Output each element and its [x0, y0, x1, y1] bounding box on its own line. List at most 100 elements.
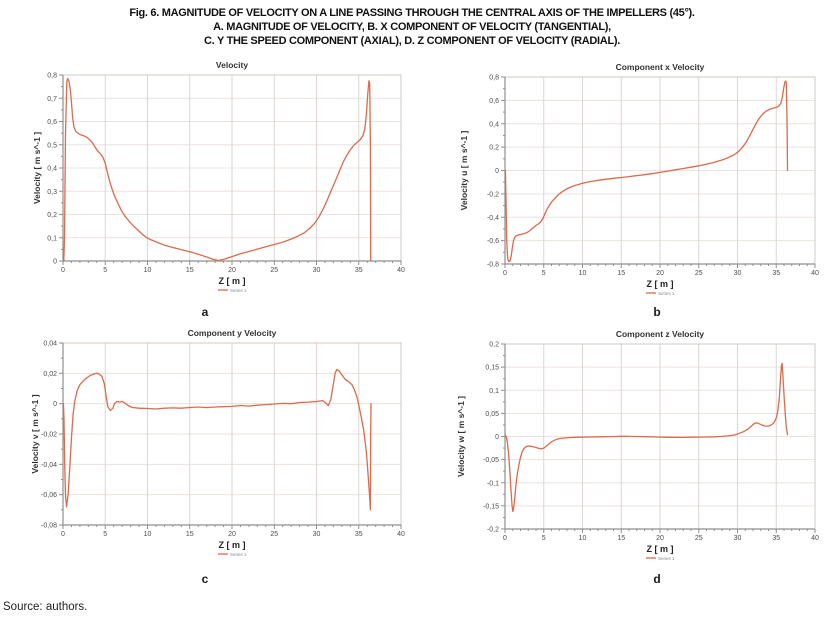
x-tick-label: 20: [228, 267, 236, 274]
y-axis-title: Velocity v [ m s^-1 ]: [30, 394, 40, 473]
y-tick-label: 0,6: [47, 119, 57, 126]
x-tick-label: 5: [542, 270, 546, 277]
y-tick-label: 0,4: [489, 121, 499, 128]
y-tick-label: -0,2: [487, 191, 499, 198]
x-tick-label: 15: [617, 270, 625, 277]
y-tick-label: -0,6: [487, 238, 499, 245]
x-tick-label: 0: [503, 270, 507, 277]
legend-label: Series 1: [230, 288, 247, 293]
y-tick-label: -0,04: [41, 462, 57, 469]
panel-label-a: a: [201, 305, 209, 319]
x-tick-label: 15: [186, 531, 194, 538]
x-tick-label: 5: [542, 535, 546, 542]
y-axis-title: Velocity w [ m s^-1 ]: [456, 396, 466, 477]
x-tick-label: 20: [228, 531, 236, 538]
y-tick-label: 0,8: [47, 73, 57, 80]
x-tick-label: 0: [61, 267, 65, 274]
y-tick-label: 0,05: [485, 411, 499, 418]
y-tick-label: -0,4: [487, 215, 499, 222]
x-tick-label: 30: [734, 535, 742, 542]
y-tick-label: -0,08: [41, 523, 57, 530]
x-tick-label: 35: [355, 531, 363, 538]
y-tick-label: 0,5: [47, 142, 57, 149]
chart-velocity-x-component: 0 5 10 15 20 25 30 35 40 0,8 0,6 0,4 0,2 0 -0,2 -0,4 -0,…: [459, 62, 819, 296]
y-tick-label: 0,4: [47, 166, 57, 173]
x-axis-title: Z [ m ]: [647, 279, 674, 289]
x-tick-label: 30: [313, 531, 321, 538]
x-tick-label: 30: [734, 270, 742, 277]
caption-line-2: A. MAGNITUDE OF VELOCITY, B. X COMPONENT…: [213, 21, 611, 33]
figure-caption: Fig. 6. MAGNITUDE OF VELOCITY ON A LINE …: [0, 6, 824, 48]
x-tick-label: 25: [695, 270, 703, 277]
y-tick-label: 0,04: [43, 341, 57, 348]
y-tick-label: 0: [495, 434, 499, 441]
y-axis-title: Velocity [ m s^-1 ]: [32, 132, 42, 204]
x-axis-title: Z [ m ]: [647, 544, 674, 554]
x-tick-label: 30: [313, 267, 321, 274]
y-tick-label: 0,2: [489, 145, 499, 152]
y-tick-label: 0,1: [489, 388, 499, 395]
series-line: [62, 368, 372, 511]
y-tick-label: 0: [53, 259, 57, 266]
y-tick-label: 0,2: [489, 342, 499, 349]
x-tick-label: 40: [811, 535, 819, 542]
chart-title: Component y Velocity: [188, 328, 277, 338]
x-axis-title: Z [ m ]: [219, 276, 246, 286]
y-tick-label: 0,8: [489, 75, 499, 82]
x-tick-label: 15: [186, 267, 194, 274]
chart-velocity-z-component: 0 5 10 15 20 25 30 35 40 0,2 0,15 0,1 0,05 0 -0,05 -0,1…: [456, 329, 819, 561]
y-tick-label: -0,06: [41, 492, 57, 499]
x-tick-label: 15: [617, 535, 625, 542]
y-tick-label: 0: [53, 401, 57, 408]
y-tick-label: -0,15: [483, 503, 499, 510]
x-tick-label: 10: [144, 267, 152, 274]
x-tick-label: 35: [772, 535, 780, 542]
panel-label-d: d: [653, 572, 661, 586]
legend-label: Series 1: [230, 552, 247, 557]
x-tick-label: 25: [270, 531, 278, 538]
source-note: Source: authors.: [3, 601, 88, 613]
chart-velocity-magnitude: 0 5 10 15 20 25 30 35 40 0,8 0,7 0,6 0,5 0,4 0,3 0,2 0,1…: [32, 60, 405, 293]
x-tick-label: 0: [503, 535, 507, 542]
y-tick-label: 0: [495, 168, 499, 175]
x-axis-title: Z [ m ]: [219, 540, 246, 550]
x-tick-label: 40: [397, 267, 405, 274]
panel-label-c: c: [201, 572, 209, 586]
y-tick-label: -0,2: [487, 527, 499, 534]
y-tick-label: 0,02: [43, 371, 57, 378]
series-line: [504, 80, 789, 263]
chart-title: Velocity: [216, 60, 248, 70]
series-line: [63, 77, 372, 262]
x-tick-label: 10: [144, 531, 152, 538]
caption-line-1: Fig. 6. MAGNITUDE OF VELOCITY ON A LINE …: [129, 7, 695, 19]
y-tick-label: 0,15: [485, 365, 499, 372]
x-tick-label: 5: [103, 267, 107, 274]
x-tick-label: 35: [355, 267, 363, 274]
x-tick-label: 10: [579, 535, 587, 542]
x-tick-label: 35: [772, 270, 780, 277]
panel-label-b: b: [653, 305, 661, 319]
y-tick-label: 0,1: [47, 235, 57, 242]
legend-label: Series 1: [658, 556, 675, 561]
caption-line-3: C. Y THE SPEED COMPONENT (AXIAL), D. Z C…: [204, 35, 620, 47]
y-tick-label: 0,7: [47, 96, 57, 103]
x-tick-label: 5: [103, 531, 107, 538]
y-tick-label: -0,8: [487, 262, 499, 269]
x-tick-label: 20: [656, 270, 664, 277]
legend-label: Series 1: [658, 291, 675, 296]
series-line: [504, 362, 789, 513]
x-tick-label: 40: [397, 531, 405, 538]
x-tick-label: 25: [270, 267, 278, 274]
x-tick-label: 10: [579, 270, 587, 277]
x-tick-label: 0: [61, 531, 65, 538]
x-tick-label: 40: [811, 270, 819, 277]
x-tick-label: 20: [656, 535, 664, 542]
y-tick-label: -0,02: [41, 432, 57, 439]
y-tick-label: -0,1: [487, 480, 499, 487]
x-tick-label: 25: [695, 535, 703, 542]
chart-velocity-y-component: 0 5 10 15 20 25 30 35 40 0,04 0,02 0 -0,02 -0,04 -0,06…: [30, 328, 405, 557]
chart-title: Component x Velocity: [616, 62, 705, 72]
y-tick-label: 0,6: [489, 98, 499, 105]
y-axis-title: Velocity u [ m s^-1 ]: [459, 131, 469, 211]
